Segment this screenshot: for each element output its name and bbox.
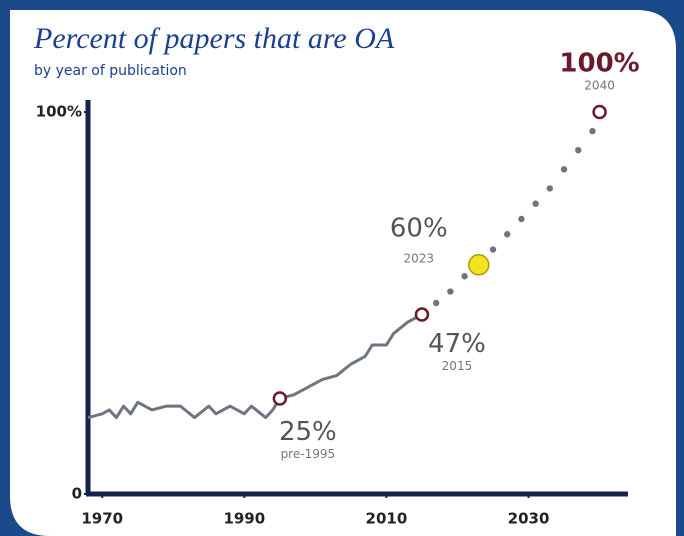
history-line [87,313,423,420]
annotation-label: 100% [559,49,639,79]
projection-dot [432,299,440,307]
x-tick-label: 2010 [366,510,408,528]
annotation-label: 60% [390,213,448,243]
y-tick-label: 100% [36,103,82,121]
projection-dot [518,215,525,223]
annotation-label: 47% [428,329,486,359]
x-tick-label: 1970 [81,510,123,528]
annotation-sublabel: pre-1995 [281,447,336,461]
y-tick-label: 0 [72,485,82,503]
x-tick-label: 1990 [223,510,265,528]
chart-title: Percent of papers that are OA [33,22,395,55]
x-tick-label: 2030 [508,510,550,528]
projection-dot [546,185,554,192]
highlight-marker [272,391,288,406]
annotation-sublabel: 2040 [584,79,615,93]
projection-dot [447,288,454,295]
highlight-marker [468,254,490,276]
projection-dot [461,273,468,280]
projection-dot [560,166,568,173]
projection-dot [489,246,497,253]
annotation-label: 25% [279,417,337,447]
projection-dot [532,200,539,207]
card [10,10,676,536]
projection-dot [589,127,596,135]
projection-dot [575,147,582,154]
projection-dot [504,231,511,238]
annotation-sublabel: 2015 [442,359,473,373]
chart-subtitle: by year of publication [34,63,187,79]
highlight-marker [414,307,430,322]
annotation-sublabel: 2023 [404,251,435,265]
highlight-marker [592,104,607,120]
